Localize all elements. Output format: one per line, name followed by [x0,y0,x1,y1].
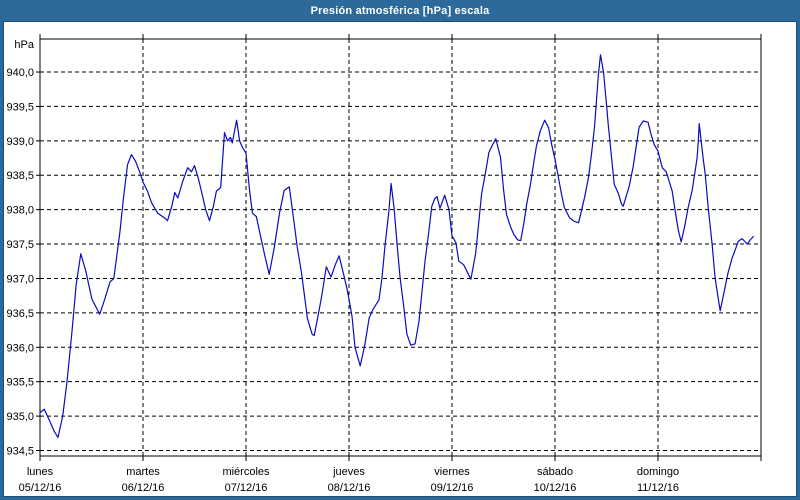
chart-title: Presión atmosférica [hPa] escala [310,4,490,17]
x-day-label: martes [126,466,160,478]
pressure-chart: 934,5 935,0 935,5 936,0 936,5 937,0 937,5 938,0… [6,34,762,494]
y-tick-label: 940,0 [6,67,34,79]
plot-frame [39,38,762,457]
y-tick-label: 937,0 [6,273,34,285]
y-tick-label: 934,5 [6,445,34,457]
x-day-label: lunes [27,466,54,478]
title-bar: Presión atmosférica [hPa] escala [0,0,800,21]
y-tick-label: 939,5 [6,101,34,113]
y-tick-label: 938,5 [6,170,34,182]
x-date-label: 05/12/16 [19,482,62,494]
x-date-label: 06/12/16 [122,482,165,494]
y-tick-label: 937,5 [6,239,34,251]
y-axis-unit-label: hPa [14,39,34,51]
x-day-label: sábado [537,466,573,478]
y-tick-label: 936,0 [6,342,34,354]
y-tick-label: 935,0 [6,411,34,423]
x-date-label: 08/12/16 [328,482,371,494]
x-day-label: domingo [637,466,679,478]
pressure-line [39,54,754,438]
chart-content: 934,5 935,0 935,5 936,0 936,5 937,0 937,5 938,0… [3,21,797,497]
y-tick-label: 938,0 [6,205,34,217]
x-date-label: 10/12/16 [534,482,577,494]
y-tick-label: 936,5 [6,308,34,320]
x-day-label: jueves [332,466,365,478]
y-tick-label: 935,5 [6,377,34,389]
x-date-label: 11/12/16 [637,482,679,494]
x-day-label: viernes [434,466,470,478]
x-date-label: 07/12/16 [225,482,268,494]
x-day-label: miércoles [222,466,270,478]
y-tick-label: 939,0 [6,136,34,148]
x-date-label: 09/12/16 [431,482,474,494]
